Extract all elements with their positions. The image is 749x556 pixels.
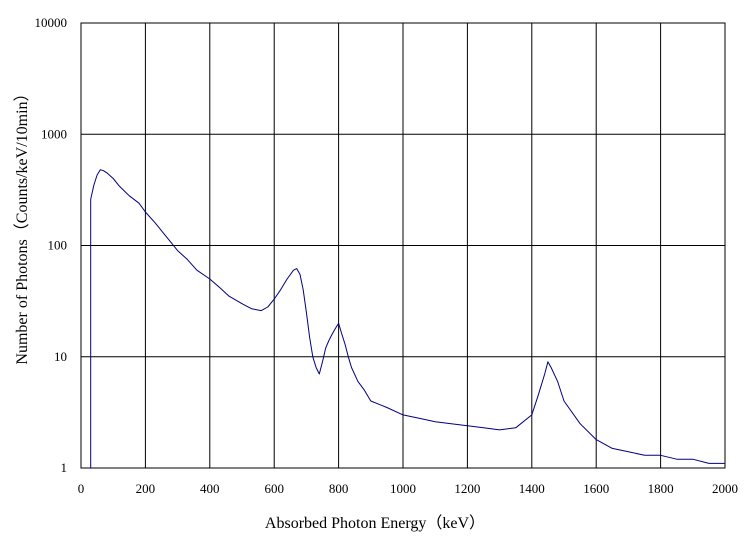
x-tick-label: 400 xyxy=(200,481,220,496)
x-tick-label: 1000 xyxy=(390,481,416,496)
x-tick-label: 600 xyxy=(264,481,284,496)
x-tick-label: 1200 xyxy=(454,481,480,496)
x-tick-label: 800 xyxy=(329,481,349,496)
y-axis-title: Number of Photons（Counts/keV/10min） xyxy=(13,85,31,364)
horizontal-gridlines xyxy=(81,133,725,358)
x-tick-label: 0 xyxy=(78,481,85,496)
series-layer xyxy=(90,169,725,468)
y-tick-labels: 1 10 100 1000 10000 xyxy=(35,15,68,475)
spectrum-line xyxy=(90,169,725,468)
y-tick-label: 1000 xyxy=(41,126,67,141)
x-tick-label: 2000 xyxy=(712,481,738,496)
y-tick-label: 10 xyxy=(54,349,67,364)
x-tick-label: 200 xyxy=(136,481,156,496)
y-tick-label: 100 xyxy=(48,238,68,253)
x-axis-title: Absorbed Photon Energy（keV） xyxy=(265,514,485,532)
x-tick-labels: 0 200 400 600 800 1000 1200 1400 1600 1800 2000 xyxy=(78,481,738,496)
x-tick-label: 1800 xyxy=(648,481,674,496)
y-tick-label: 1 xyxy=(61,460,68,475)
x-tick-label: 1400 xyxy=(519,481,545,496)
x-tick-label: 1600 xyxy=(583,481,609,496)
y-tick-label: 10000 xyxy=(35,15,68,30)
